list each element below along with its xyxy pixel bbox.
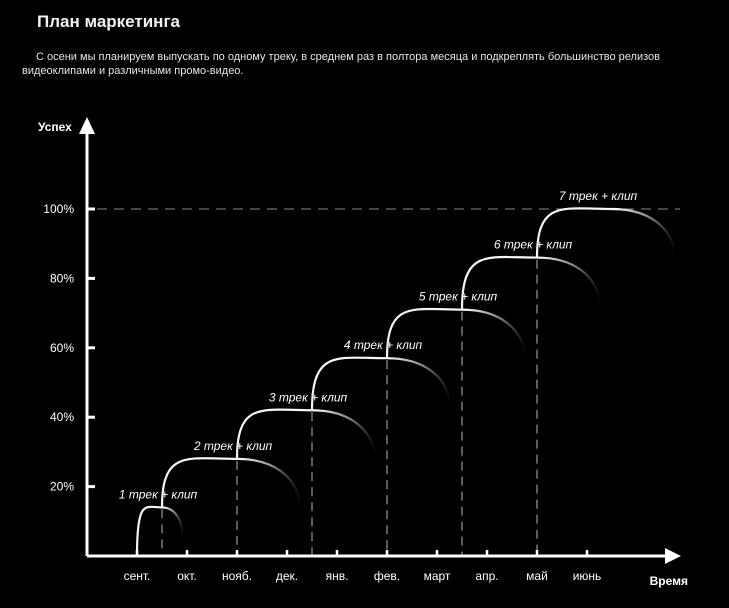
x-tick-label: июнь — [573, 569, 602, 583]
decay-curve — [536, 256, 602, 306]
y-tick-label: 40% — [50, 410, 74, 424]
y-axis-title: Успех — [38, 120, 72, 134]
x-tick-label: нояб. — [222, 569, 252, 583]
x-tick-label: май — [526, 569, 548, 583]
y-tick-label: 60% — [50, 341, 74, 355]
x-tick-label: фев. — [374, 569, 400, 583]
point-label: 4 трек + клип — [344, 338, 423, 352]
growth-curve — [135, 505, 163, 557]
y-tick-label: 80% — [50, 271, 74, 285]
point-label: 7 трек + клип — [559, 189, 638, 203]
growth-curve — [310, 356, 388, 411]
x-axis-title: Время — [650, 574, 688, 588]
decay-curve — [236, 457, 302, 507]
decay-curve — [311, 409, 377, 459]
page-title: План маркетинга — [37, 12, 180, 31]
growth-curve — [160, 457, 238, 508]
decay-curve — [386, 357, 452, 407]
x-tick-label: сент. — [124, 569, 151, 583]
decay-curve — [611, 207, 677, 258]
x-tick-label: дек. — [276, 569, 298, 583]
point-label: 3 трек + клип — [269, 390, 348, 404]
x-axis-arrow — [665, 548, 681, 564]
page-description: С осени мы планируем выпускать по одному… — [22, 51, 660, 77]
decay-curve — [461, 308, 527, 358]
growth-curve — [460, 255, 538, 310]
y-axis-arrow — [79, 117, 95, 134]
x-tick-label: апр. — [475, 569, 498, 583]
growth-curve — [385, 307, 463, 359]
x-tick-label: янв. — [326, 569, 349, 583]
y-tick-label: 20% — [50, 480, 74, 494]
x-tick-label: окт. — [177, 569, 197, 583]
decay-curve — [161, 506, 185, 537]
point-label: 5 трек + клип — [419, 290, 498, 304]
growth-curve — [235, 408, 313, 459]
y-tick-label: 100% — [43, 202, 74, 216]
point-label: 6 трек + клип — [494, 238, 573, 252]
point-label: 2 трек + клип — [193, 439, 273, 453]
point-label: 1 трек + клип — [119, 487, 198, 501]
growth-curve — [535, 207, 613, 258]
x-tick-label: март — [424, 569, 451, 583]
